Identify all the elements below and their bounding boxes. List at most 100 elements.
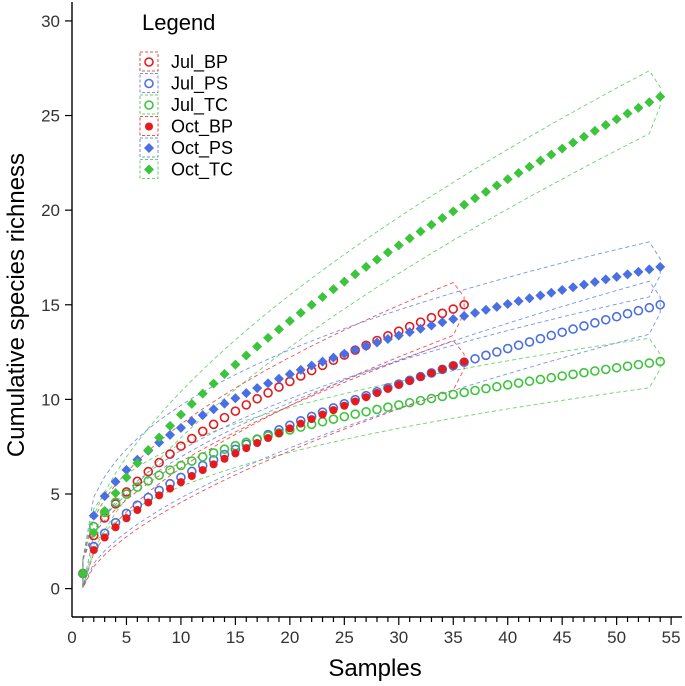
legend-marker — [144, 57, 154, 67]
x-tick-label: 15 — [226, 628, 245, 647]
data-point — [208, 378, 219, 389]
data-point — [165, 420, 176, 431]
data-point — [589, 277, 600, 288]
legend-marker — [144, 100, 154, 110]
legend-label: Oct_PS — [171, 138, 233, 159]
data-point — [470, 307, 481, 318]
data-point — [273, 324, 284, 335]
legend-key-box — [139, 73, 159, 93]
data-point — [273, 373, 284, 384]
data-point — [404, 327, 415, 338]
data-point — [611, 114, 622, 125]
y-tick-label: 30 — [41, 12, 60, 31]
data-point — [393, 240, 404, 251]
data-point — [590, 318, 600, 328]
data-point — [241, 388, 252, 399]
data-point — [492, 347, 502, 357]
data-point — [513, 340, 524, 351]
x-tick-label: 25 — [335, 628, 354, 647]
confidence-envelope-jul-tc — [82, 337, 661, 588]
data-point — [470, 385, 480, 396]
data-point — [110, 488, 121, 499]
legend-label: Jul_TC — [171, 95, 228, 116]
data-point — [557, 327, 567, 338]
data-point — [88, 527, 99, 538]
y-tick-label: 15 — [41, 296, 60, 315]
data-point — [263, 388, 273, 398]
data-point — [317, 356, 328, 367]
data-point — [502, 380, 513, 390]
data-point — [317, 292, 328, 303]
data-point — [198, 466, 207, 475]
data-point — [230, 406, 241, 416]
data-point — [197, 410, 208, 421]
data-point — [241, 350, 252, 361]
data-point — [121, 472, 132, 483]
data-point — [655, 91, 666, 102]
data-point — [220, 454, 229, 463]
series-oct-tc — [77, 91, 666, 579]
data-point — [350, 344, 361, 355]
data-point — [579, 321, 589, 331]
data-point — [77, 568, 88, 579]
legend-entry: Jul_TC — [139, 94, 228, 116]
data-point — [253, 439, 262, 448]
data-point — [405, 376, 414, 385]
data-point — [339, 276, 350, 287]
data-point — [568, 137, 579, 148]
data-point — [404, 233, 415, 244]
data-point — [176, 460, 186, 471]
data-point — [143, 444, 154, 455]
data-point — [361, 341, 372, 352]
data-point — [546, 287, 557, 298]
data-point — [600, 364, 611, 375]
data-point — [284, 369, 295, 380]
data-point — [611, 362, 622, 373]
data-point — [459, 299, 469, 310]
data-point — [230, 393, 241, 404]
data-point — [264, 434, 273, 443]
data-point — [622, 269, 633, 280]
data-point — [557, 284, 568, 295]
data-point — [655, 356, 666, 367]
data-point — [362, 393, 371, 402]
data-point — [404, 397, 415, 408]
data-point — [176, 478, 185, 487]
data-point — [110, 497, 121, 508]
data-point — [568, 282, 579, 293]
data-point — [480, 186, 491, 197]
data-point — [426, 320, 437, 331]
data-point — [89, 546, 98, 555]
data-point — [600, 274, 611, 285]
data-point — [187, 433, 197, 444]
data-point — [361, 406, 371, 417]
data-point — [122, 514, 131, 523]
data-point — [350, 269, 361, 280]
data-point — [88, 510, 99, 521]
legend-entry: Jul_BP — [139, 51, 228, 73]
series-jul-ps — [78, 299, 666, 579]
data-point — [165, 429, 176, 440]
data-point — [351, 397, 360, 406]
data-point — [295, 364, 306, 375]
data-point — [416, 372, 425, 381]
data-point — [644, 302, 655, 313]
data-point — [230, 359, 241, 370]
y-tick-label: 25 — [41, 107, 60, 126]
data-point — [535, 374, 546, 385]
x-tick-label: 55 — [662, 628, 681, 647]
data-point — [121, 464, 132, 475]
data-point — [438, 365, 447, 374]
data-point — [99, 491, 110, 502]
legend-entry: Oct_BP — [139, 116, 233, 138]
data-point — [415, 395, 426, 406]
data-point — [132, 458, 143, 469]
data-point — [393, 330, 404, 341]
data-point — [426, 393, 437, 404]
data-point — [197, 388, 208, 399]
legend-entry: Oct_TC — [139, 159, 233, 181]
data-point — [524, 337, 535, 347]
y-axis-title: Cumulative species richness — [3, 153, 30, 457]
y-tick-label: 10 — [41, 390, 60, 409]
data-point — [415, 323, 426, 334]
